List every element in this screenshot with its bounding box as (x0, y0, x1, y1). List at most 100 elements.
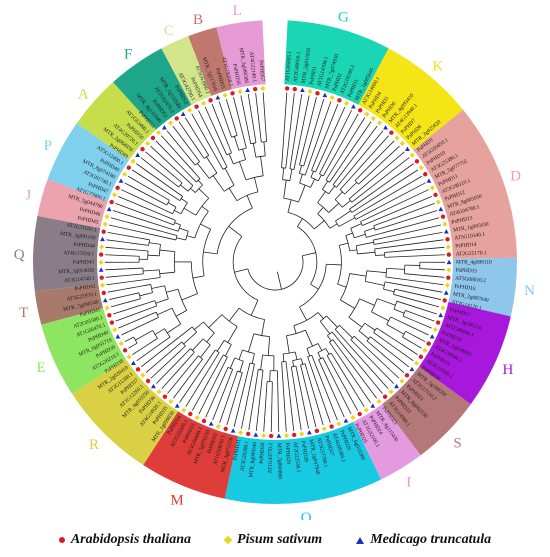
branch-line (145, 346, 177, 373)
branch-line (344, 182, 358, 195)
pisum-marker (350, 415, 356, 421)
branch-line (261, 370, 264, 378)
branch-line (203, 147, 210, 156)
arabidopsis-marker (382, 394, 388, 399)
arabidopsis-marker (404, 373, 410, 378)
branch-arc (177, 288, 188, 311)
branch-arc (317, 202, 330, 213)
branch-line (208, 314, 223, 328)
branch-line (160, 201, 167, 206)
pisum-marker (130, 158, 136, 164)
branch-line (390, 337, 418, 355)
branch-line (164, 209, 173, 215)
branch-line (260, 156, 264, 176)
branch-line (336, 344, 377, 399)
branch-line (341, 130, 384, 181)
clade-sector-q (33, 215, 101, 292)
branch-line (306, 370, 324, 426)
legend-item-medicago: Medicago truncatula (356, 532, 491, 548)
branch-arc (202, 338, 211, 346)
branch-line (203, 349, 216, 367)
yellow-diamond-icon (223, 535, 233, 545)
branch-line (131, 169, 167, 193)
medicago-marker (135, 152, 141, 157)
pisum-marker (156, 389, 162, 395)
clade-sector-j (37, 179, 108, 229)
branch-line (325, 348, 330, 355)
branch-line (402, 336, 417, 346)
branch-line (384, 251, 393, 253)
branch-line (167, 370, 187, 394)
branch-line (136, 343, 162, 362)
branch-line (212, 380, 229, 421)
branch-line (147, 254, 160, 257)
branch-line (340, 299, 355, 309)
branch-arc (335, 220, 340, 227)
branch-line (118, 315, 149, 329)
branch-line (323, 106, 346, 155)
branch-line (306, 348, 311, 357)
branch-line (328, 202, 340, 213)
branch-line (373, 237, 386, 241)
pisum-marker (98, 259, 104, 265)
branch-line (255, 93, 261, 128)
branch-line (248, 333, 255, 353)
branch-line (355, 213, 367, 220)
branch-line (387, 342, 414, 362)
branch-line (157, 307, 173, 316)
branch-line (290, 94, 303, 162)
branch-line (198, 150, 205, 159)
branch-line (297, 218, 303, 227)
branch-line (377, 298, 396, 306)
pisum-marker (102, 221, 108, 227)
branch-line (335, 210, 351, 222)
branch-arc (297, 226, 318, 285)
branch-line (370, 336, 379, 344)
branch-line (164, 231, 178, 236)
branch-line (329, 165, 342, 183)
branch-line (354, 172, 363, 181)
branch-line (366, 340, 375, 348)
arabidopsis-marker (245, 431, 251, 437)
leaf-label: AT5G08010.2 (455, 276, 486, 285)
branch-line (109, 294, 128, 300)
pisum-marker (446, 267, 452, 273)
branch-line (106, 239, 135, 244)
clade-sector-f (113, 48, 192, 130)
branch-line (105, 254, 128, 257)
branch-line (354, 233, 366, 239)
branch-line (307, 356, 312, 367)
branch-line (121, 320, 152, 336)
leaf-label: AT4G22140.1 (248, 51, 257, 82)
arabidopsis-marker (101, 290, 106, 296)
medicago-marker (253, 432, 259, 437)
arabidopsis-marker (135, 367, 141, 372)
leaf-label: PsPHD42 (74, 283, 96, 292)
branch-line (107, 232, 136, 238)
branch-line (292, 360, 295, 367)
branch-line (408, 325, 429, 336)
branch-line (285, 361, 288, 374)
leaf-label: AT1G43770.2 (268, 443, 275, 474)
branch-line (129, 336, 134, 340)
leaf-label: AT4G17810.1 (63, 250, 94, 257)
branch-line (228, 226, 243, 237)
branch-line (166, 191, 181, 201)
branch-line (228, 307, 240, 322)
branch-line (265, 127, 267, 142)
clade-letter-m: M (170, 493, 183, 509)
clade-letter-n: N (524, 283, 535, 299)
arabidopsis-marker (126, 165, 131, 170)
branch-line (270, 400, 273, 432)
branch-line (176, 341, 183, 347)
branch-line (137, 284, 151, 288)
branch-line (363, 175, 422, 211)
arabidopsis-marker (291, 432, 297, 438)
branch-line (301, 371, 317, 428)
branch-arc (402, 310, 406, 317)
medicago-marker (394, 383, 399, 389)
branch-line (227, 369, 234, 381)
medicago-marker (118, 178, 124, 183)
pisum-marker (187, 107, 193, 113)
branch-line (283, 180, 287, 199)
